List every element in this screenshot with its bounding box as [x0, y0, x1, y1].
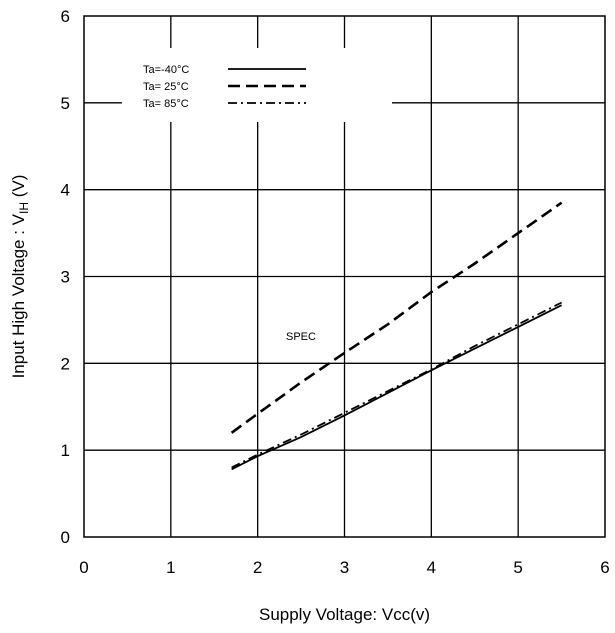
y-tick-label: 0 [61, 528, 70, 547]
y-tick-label: 4 [61, 181, 70, 200]
y-tick-label: 2 [61, 354, 70, 373]
tick-labels: 0 1 2 3 4 5 6 0 1 2 3 4 5 6 [61, 7, 610, 577]
x-axis-label: Supply Voltage: Vcc(v) [259, 605, 430, 624]
x-tick-label: 5 [513, 558, 522, 577]
legend-label-3: Ta= 85°C [143, 98, 189, 110]
y-tick-label: 6 [61, 7, 70, 26]
plot-frame [83, 15, 606, 538]
series-line-1 [231, 304, 563, 471]
x-tick-label: 3 [340, 558, 349, 577]
spec-annotation: SPEC [286, 331, 316, 343]
series-layer [230, 201, 563, 471]
legend-label-2: Ta= 25°C [143, 81, 189, 93]
series-line-2 [230, 201, 563, 434]
y-axis-label-main: Input High Voltage : V [9, 213, 28, 378]
y-tick-label: 5 [61, 94, 70, 113]
x-tick-label: 1 [166, 558, 175, 577]
y-axis-label-unit: (V) [9, 175, 28, 202]
x-tick-label: 6 [600, 558, 609, 577]
x-tick-label: 2 [253, 558, 262, 577]
y-axis-label-subscript: IH [17, 202, 31, 214]
y-axis-label: Input High Voltage : VIH (V) [9, 175, 31, 379]
legend-label-1: Ta=-40°C [143, 64, 189, 76]
y-tick-label: 3 [61, 268, 70, 287]
x-tick-label: 4 [427, 558, 436, 577]
y-tick-label: 1 [61, 441, 70, 460]
series-line-3 [231, 301, 563, 469]
legend: Ta=-40°C Ta= 25°C Ta= 85°C [122, 48, 392, 122]
x-tick-label: 0 [79, 558, 88, 577]
